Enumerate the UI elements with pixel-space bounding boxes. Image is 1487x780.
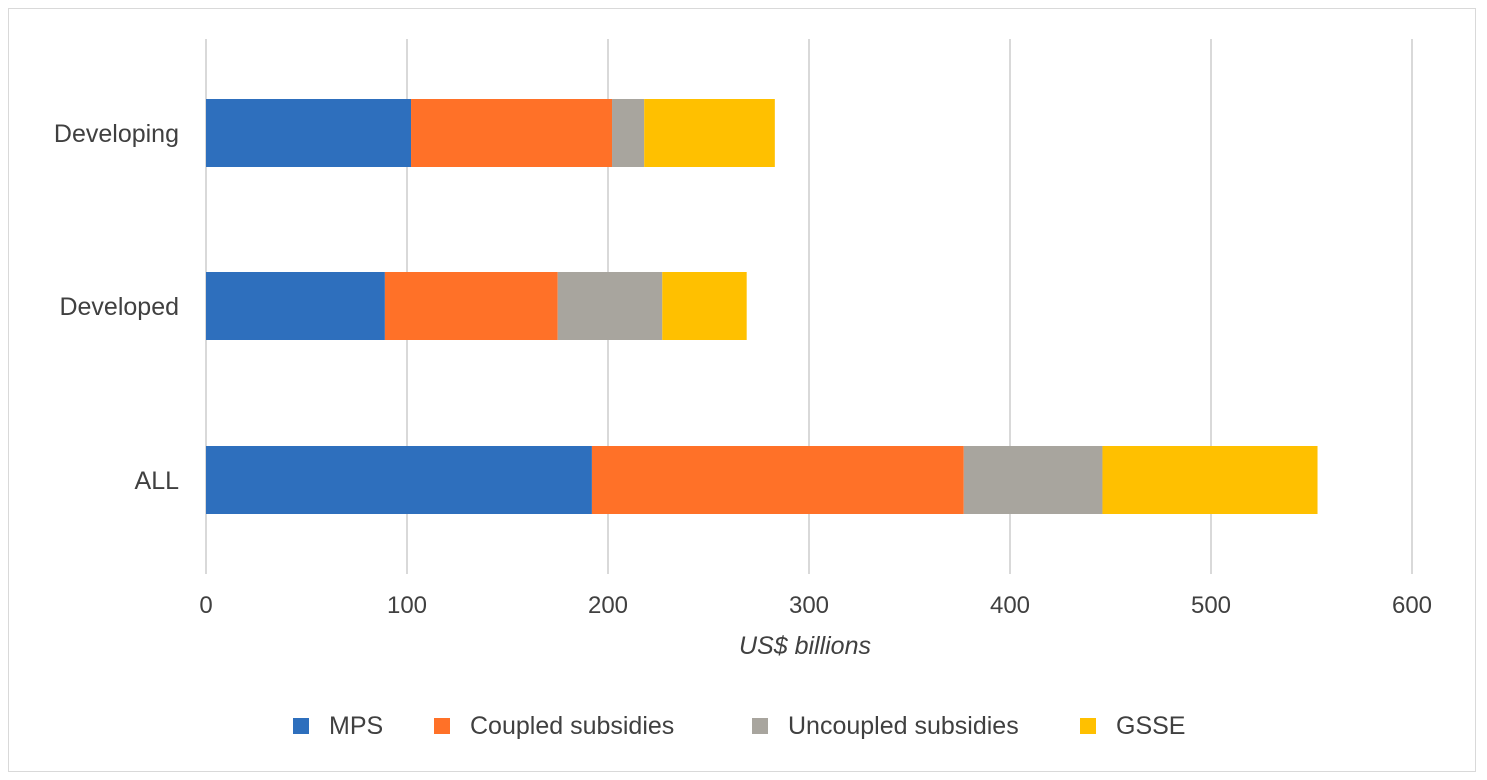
bar-segment-coupled-subsidies [591,446,964,514]
bar-segment-gsse [662,272,747,340]
legend: MPS Coupled subsidies Uncoupled subsidies G… [293,712,1185,740]
x-axis-title: US$ billions [739,632,871,660]
bar-segment-uncoupled-subsidies [963,446,1103,514]
category-label: Developed [59,293,179,321]
bar-segment-gsse [1102,446,1318,514]
bar-segment-coupled-subsidies [411,99,613,167]
x-tick-label: 0 [199,592,212,619]
x-tick-label: 100 [387,592,427,619]
legend-swatch [1080,718,1096,734]
bar-segment-mps [206,99,412,167]
x-tick-label: 200 [588,592,628,619]
category-label: ALL [135,467,180,495]
category-labels: Developing Developed ALL [54,120,179,495]
legend-swatch [434,718,450,734]
legend-label: Coupled subsidies [470,712,674,740]
chart-frame: Developing Developed ALL 0 100 200 300 400 500 6… [8,8,1476,772]
x-tick-label: 300 [789,592,829,619]
stacked-bar-chart: Developing Developed ALL 0 100 200 300 400 500 6… [54,39,1432,740]
legend-swatch [752,718,768,734]
category-label: Developing [54,120,179,148]
bar-segment-mps [206,446,592,514]
bar-segment-uncoupled-subsidies [612,99,645,167]
bar-segment-coupled-subsidies [384,272,558,340]
bar-segment-mps [206,272,385,340]
legend-label: MPS [329,712,383,740]
x-tick-label: 400 [990,592,1030,619]
legend-swatch [293,718,309,734]
legend-label: GSSE [1116,712,1185,740]
bar-segment-gsse [644,99,775,167]
bars [206,99,1318,514]
x-tick-label: 500 [1191,592,1231,619]
bar-segment-uncoupled-subsidies [557,272,663,340]
x-tick-labels: 0 100 200 300 400 500 600 [199,592,1432,619]
x-tick-label: 600 [1392,592,1432,619]
legend-label: Uncoupled subsidies [788,712,1019,740]
